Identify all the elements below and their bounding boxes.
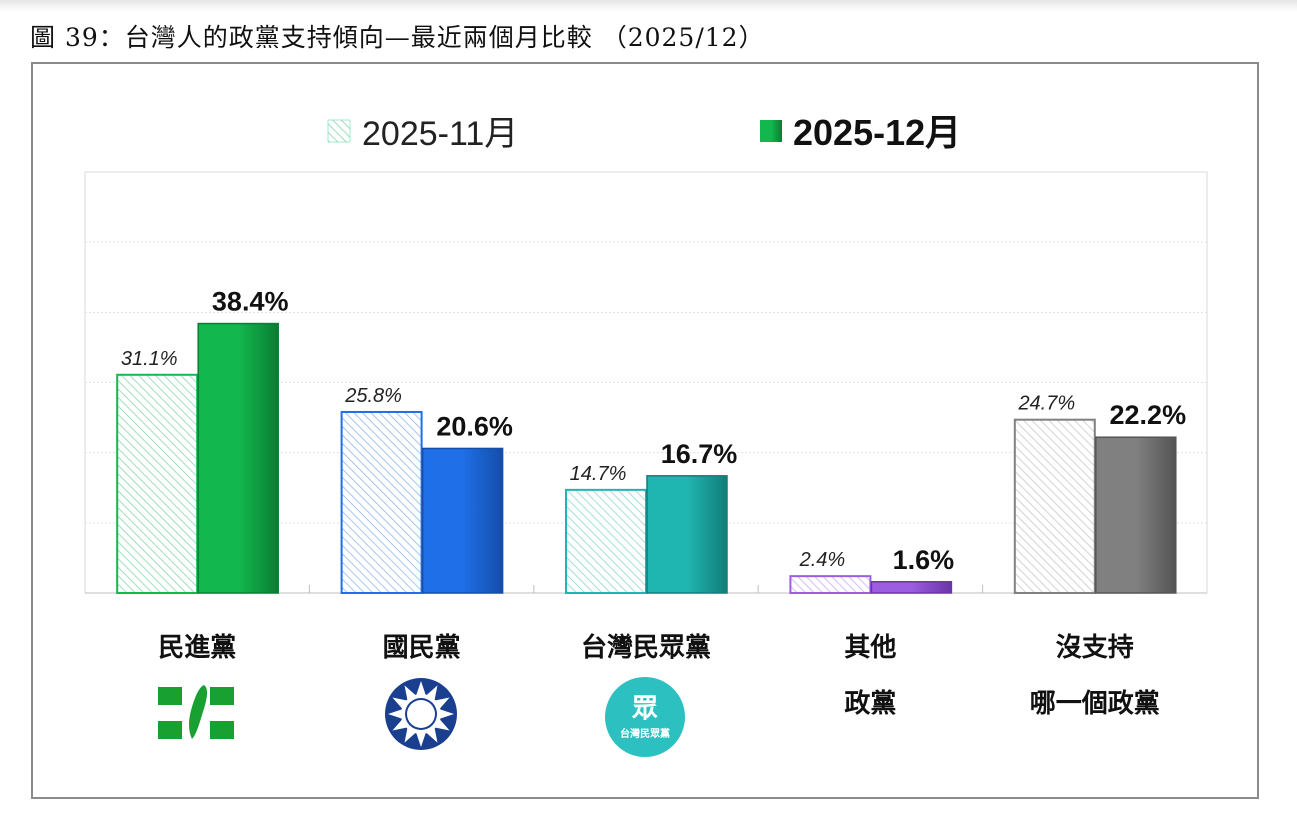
legend-label-2025-11: 2025-11月 (362, 115, 518, 153)
bar-2025-11 (340, 410, 423, 594)
bar-2025-12 (1095, 436, 1177, 594)
category-label: 政黨 (844, 688, 896, 719)
svg-text:台灣民眾黨: 台灣民眾黨 (620, 727, 670, 740)
data-label-2025-12: 1.6% (893, 545, 955, 575)
data-label-2025-11: 14.7% (570, 463, 627, 485)
data-label-2025-12: 16.7% (661, 439, 738, 469)
top-shadow (0, 0, 1297, 12)
category-label: 哪一個政黨 (1030, 688, 1160, 719)
bar-2025-11 (565, 488, 647, 595)
kmt-logo (385, 678, 457, 750)
category-label: 其他 (844, 633, 896, 663)
category-label: 台灣民眾黨 (581, 632, 711, 663)
bar-2025-11 (789, 575, 872, 594)
figure-title: 圖 39：台灣人的政黨支持傾向—最近兩個月比較 （2025/12） (30, 23, 765, 52)
category-label: 沒支持 (1056, 633, 1134, 663)
data-label-2025-11: 24.7% (1017, 393, 1075, 415)
bar-2025-12 (197, 322, 279, 594)
bar-2025-12 (646, 475, 728, 594)
category-label: 民進黨 (158, 633, 236, 663)
svg-text:眾: 眾 (631, 694, 658, 724)
bar-2025-12 (870, 581, 953, 594)
data-label-2025-12: 38.4% (212, 287, 289, 317)
data-label-2025-12: 20.6% (436, 411, 513, 441)
bar-2025-12 (421, 447, 504, 594)
data-label-2025-11: 31.1% (121, 348, 178, 370)
legend-label-2025-12: 2025-12月 (793, 112, 961, 153)
dpp-logo (158, 685, 234, 739)
bar-2025-11 (1013, 418, 1096, 594)
data-label-2025-11: 2.4% (799, 549, 846, 571)
legend-swatch-2025-12 (760, 120, 782, 142)
chart-frame (31, 62, 1259, 799)
data-label-2025-12: 22.2% (1110, 400, 1187, 430)
data-label-2025-11: 25.8% (344, 385, 402, 407)
category-label: 國民黨 (383, 633, 461, 663)
bar-2025-11 (116, 373, 199, 595)
legend-swatch-2025-11 (327, 119, 351, 143)
